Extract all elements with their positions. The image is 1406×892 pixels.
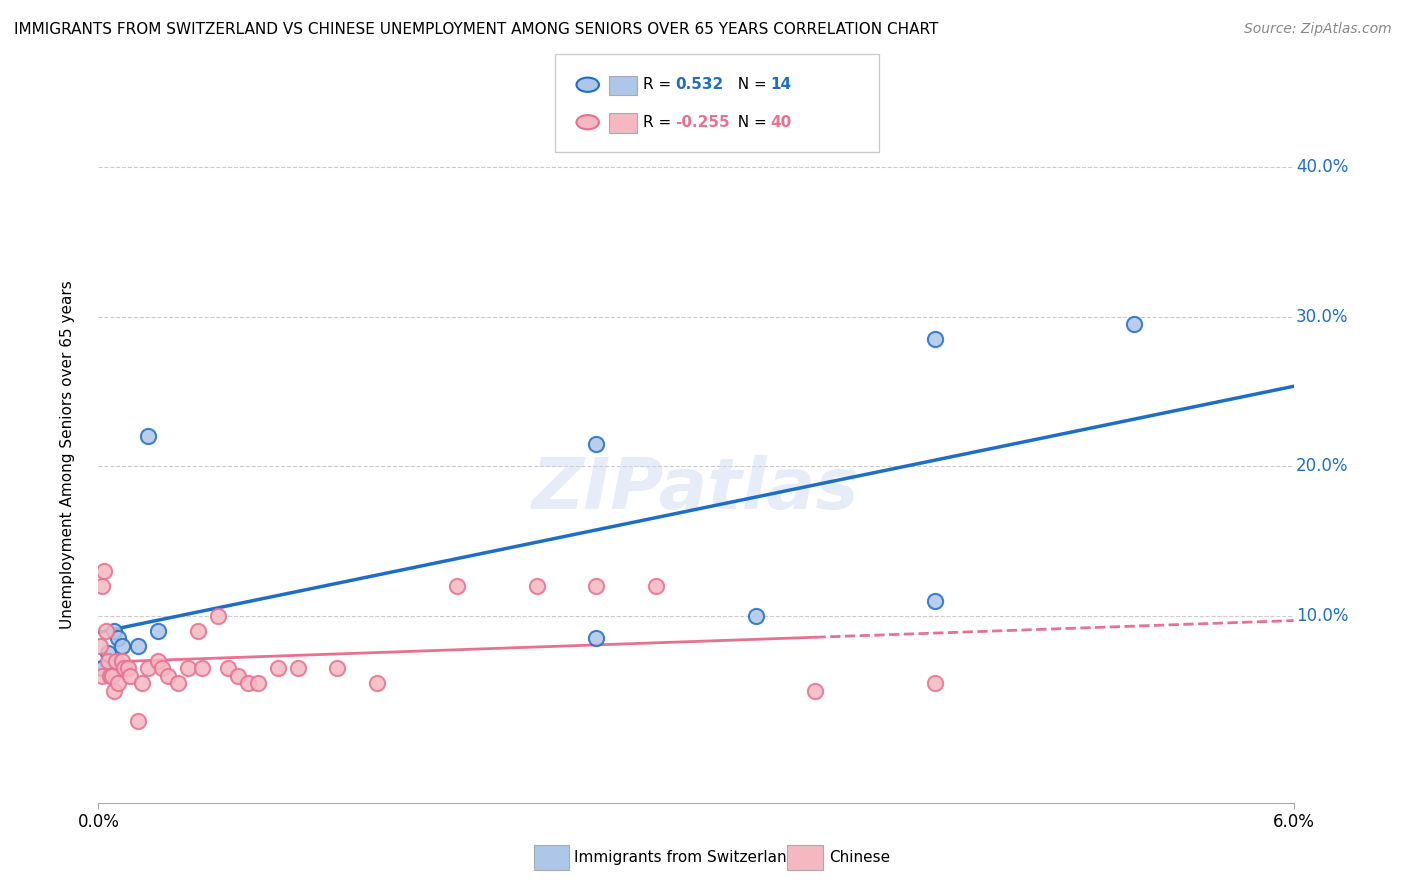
Point — [105, 654, 128, 668]
Point — [745, 608, 768, 623]
Point — [89, 639, 111, 653]
Point — [585, 436, 607, 450]
Text: Chinese: Chinese — [830, 850, 890, 864]
Point — [366, 676, 388, 690]
Text: R =: R = — [643, 115, 676, 129]
Text: 40.0%: 40.0% — [1296, 158, 1348, 176]
Point — [148, 624, 170, 638]
Text: 10.0%: 10.0% — [1296, 607, 1348, 624]
Point — [226, 668, 249, 682]
Point — [136, 429, 159, 443]
Point — [112, 661, 135, 675]
Point — [246, 676, 269, 690]
Text: 30.0%: 30.0% — [1296, 308, 1348, 326]
Point — [127, 639, 149, 653]
Point — [585, 631, 607, 645]
Point — [117, 661, 139, 675]
Point — [645, 579, 668, 593]
Point — [120, 668, 142, 682]
Point — [924, 332, 946, 346]
Text: Source: ZipAtlas.com: Source: ZipAtlas.com — [1244, 22, 1392, 37]
Point — [585, 579, 607, 593]
Text: Immigrants from Switzerland: Immigrants from Switzerland — [574, 850, 796, 864]
Point — [91, 579, 114, 593]
Point — [217, 661, 239, 675]
Point — [150, 661, 173, 675]
Point — [136, 661, 159, 675]
Point — [103, 624, 125, 638]
Point — [924, 594, 946, 608]
Point — [103, 683, 125, 698]
Point — [207, 608, 229, 623]
Point — [107, 631, 129, 645]
Point — [167, 676, 190, 690]
Text: -0.255: -0.255 — [675, 115, 730, 129]
Point — [236, 676, 259, 690]
Text: ZIPatlas: ZIPatlas — [533, 455, 859, 524]
Point — [804, 683, 827, 698]
Point — [326, 661, 349, 675]
Point — [287, 661, 309, 675]
Point — [157, 668, 180, 682]
Point — [446, 579, 468, 593]
Point — [107, 676, 129, 690]
Point — [111, 654, 134, 668]
Point — [96, 624, 118, 638]
Point — [191, 661, 214, 675]
Point — [177, 661, 200, 675]
Point — [93, 564, 115, 578]
Point — [1123, 317, 1146, 331]
Point — [98, 668, 122, 682]
Point — [97, 654, 120, 668]
Point — [91, 661, 114, 675]
Text: 40: 40 — [770, 115, 792, 129]
Text: 20.0%: 20.0% — [1296, 457, 1348, 475]
Point — [267, 661, 290, 675]
Text: IMMIGRANTS FROM SWITZERLAND VS CHINESE UNEMPLOYMENT AMONG SENIORS OVER 65 YEARS : IMMIGRANTS FROM SWITZERLAND VS CHINESE U… — [14, 22, 938, 37]
Text: 14: 14 — [770, 78, 792, 92]
Text: N =: N = — [728, 115, 772, 129]
Point — [101, 668, 124, 682]
Point — [91, 668, 114, 682]
Point — [97, 646, 120, 660]
Point — [148, 654, 170, 668]
Y-axis label: Unemployment Among Seniors over 65 years: Unemployment Among Seniors over 65 years — [60, 281, 75, 629]
Point — [924, 676, 946, 690]
Point — [131, 676, 153, 690]
Text: 0.532: 0.532 — [675, 78, 723, 92]
Text: N =: N = — [728, 78, 772, 92]
Point — [526, 579, 548, 593]
Point — [111, 639, 134, 653]
Point — [127, 714, 149, 728]
Text: R =: R = — [643, 78, 676, 92]
Point — [187, 624, 209, 638]
